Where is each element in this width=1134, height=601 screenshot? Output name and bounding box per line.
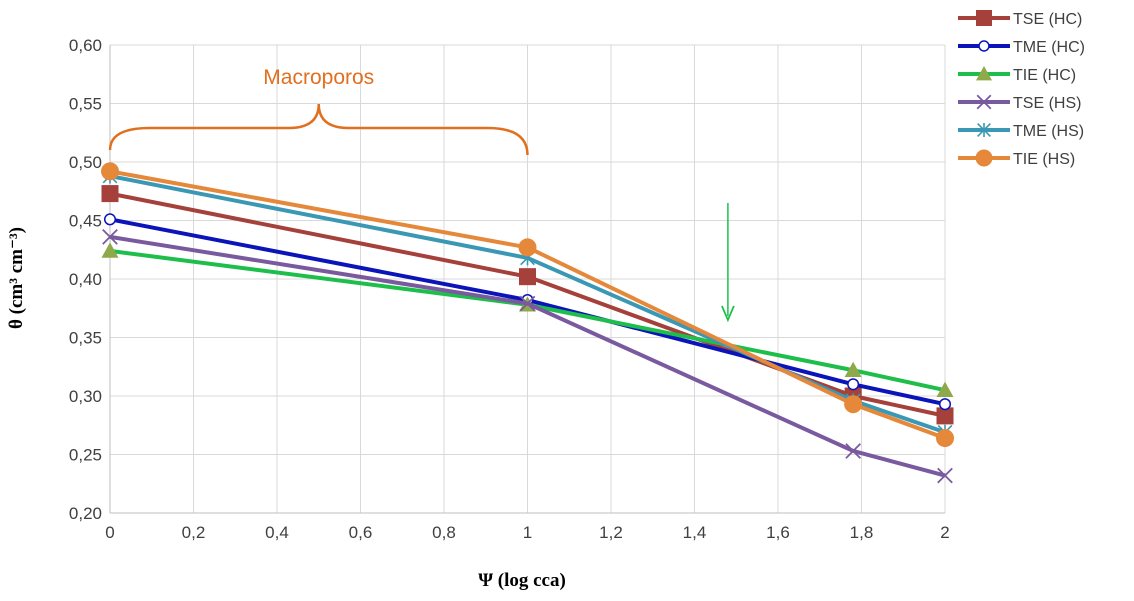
x-tick-label: 1,4	[683, 523, 707, 542]
legend-swatch-marker	[977, 122, 991, 138]
series-line	[109, 248, 946, 393]
x-tick-label: 1	[523, 523, 532, 542]
legend: TSE (HC) TME (HC) TIE (HC) TSE (HS) TME (HS)…	[958, 10, 1085, 168]
data-point	[101, 162, 119, 181]
legend-label: TME (HS)	[1013, 123, 1084, 140]
series-tie-hs	[101, 162, 954, 448]
series-lines	[101, 162, 954, 484]
arrow-head	[721, 305, 735, 323]
data-point	[938, 398, 952, 411]
data-point	[845, 443, 862, 459]
legend-swatch-marker	[976, 94, 992, 110]
legend-label: TME (HC)	[1013, 39, 1085, 56]
legend-swatch-marker	[978, 40, 990, 52]
x-tick-label: 0,8	[432, 523, 456, 542]
x-tick-label: 2	[940, 523, 949, 542]
data-point	[518, 238, 537, 257]
x-tick-label: 0	[105, 523, 114, 542]
data-point	[519, 295, 536, 312]
legend-swatch-marker	[976, 10, 992, 26]
macroporos-brace	[108, 103, 529, 156]
data-point	[101, 185, 119, 203]
y-tick-label: 0,25	[69, 446, 102, 465]
data-point	[936, 429, 954, 448]
x-axis-title: Ψ (log cca)	[478, 570, 566, 591]
series-tme-hc	[103, 213, 952, 411]
legend-swatch-marker	[975, 149, 993, 167]
axes: 0,20 0,25 0,30 0,35 0,40 0,45 0,50 0,55 0,60 0 0,2…	[69, 36, 950, 542]
series-line	[109, 234, 946, 478]
y-tick-label: 0,20	[69, 504, 102, 523]
series-line	[109, 169, 946, 440]
x-tick-label: 1,6	[766, 523, 790, 542]
y-tick-label: 0,30	[69, 387, 102, 406]
legend-label: TIE (HC)	[1013, 67, 1076, 84]
legend-label: TSE (HC)	[1013, 11, 1082, 28]
annotations: Macroporos	[108, 66, 735, 323]
y-tick-label: 0,55	[69, 95, 102, 114]
y-axis-title: θ (cm³ cm⁻³)	[6, 227, 27, 329]
x-tick-label: 0,6	[349, 523, 373, 542]
legend-entry: TME (HS)	[958, 122, 1084, 140]
y-tick-label: 0,45	[69, 212, 102, 231]
data-point	[844, 361, 862, 378]
data-point	[936, 407, 954, 425]
data-point	[102, 229, 118, 245]
x-tick-label: 1,2	[599, 523, 623, 542]
data-point	[937, 467, 953, 484]
legend-entry: TME (HC)	[958, 39, 1085, 56]
data-point	[847, 378, 860, 391]
legend-entry: TIE (HS)	[958, 149, 1075, 168]
y-tick-label: 0,40	[69, 270, 102, 289]
data-point	[103, 213, 117, 226]
data-point	[844, 395, 863, 414]
data-point	[519, 268, 536, 286]
data-point	[936, 381, 954, 397]
macroporos-label: Macroporos	[263, 66, 374, 89]
series-line	[109, 174, 946, 435]
series-line	[109, 217, 946, 407]
x-tick-label: 1,8	[850, 523, 874, 542]
data-point	[101, 242, 119, 258]
legend-entry: TIE (HC)	[958, 66, 1076, 84]
legend-label: TIE (HS)	[1013, 151, 1075, 168]
y-tick-label: 0,50	[69, 153, 102, 172]
legend-swatch-marker	[976, 66, 992, 81]
y-tick-label: 0,35	[69, 329, 102, 348]
legend-label: TSE (HS)	[1013, 95, 1081, 112]
legend-entry: TSE (HC)	[958, 10, 1082, 28]
x-tick-label: 0,2	[182, 523, 206, 542]
legend-entry: TSE (HS)	[958, 94, 1081, 112]
series-tse-hs	[102, 229, 953, 484]
y-tick-label: 0,60	[69, 36, 102, 55]
x-tick-label: 0,4	[265, 523, 289, 542]
